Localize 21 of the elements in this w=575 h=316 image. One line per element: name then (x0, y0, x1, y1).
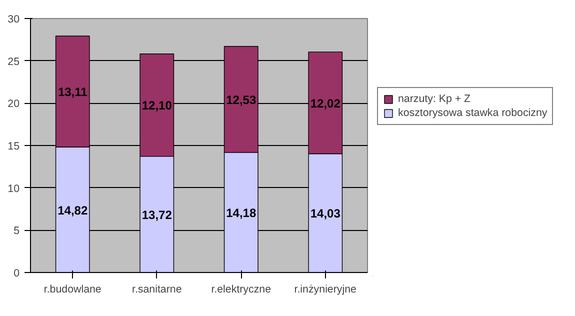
data-label: 13,72 (142, 208, 172, 222)
y-tick-label: 25 (8, 56, 20, 68)
legend-label: narzuty: Kp + Z (398, 93, 471, 105)
y-tick-label: 20 (8, 98, 20, 110)
data-label: 14,03 (310, 206, 341, 221)
y-tick-label: 0 (14, 268, 20, 280)
data-label: 13,11 (58, 85, 88, 100)
y-tick-label: 15 (8, 140, 20, 152)
x-tick-label: r.elektryczne (211, 284, 272, 296)
legend-label: kosztorysowa stawka robocizny (398, 107, 548, 119)
data-label: 12,53 (226, 92, 256, 107)
data-label: 14,82 (58, 203, 88, 218)
y-tick-label: 5 (14, 225, 20, 238)
data-label: 12,02 (310, 96, 341, 110)
data-label: 12,10 (142, 98, 172, 113)
x-tick-label: r.budowlane (44, 284, 102, 296)
data-label: 14,18 (226, 206, 256, 220)
x-tick-label: r.inżynieryjne (294, 284, 357, 296)
y-tick-label: 30 (8, 14, 20, 26)
x-tick-label: r.sanitarne (132, 284, 182, 296)
y-tick-label: 10 (8, 182, 20, 195)
